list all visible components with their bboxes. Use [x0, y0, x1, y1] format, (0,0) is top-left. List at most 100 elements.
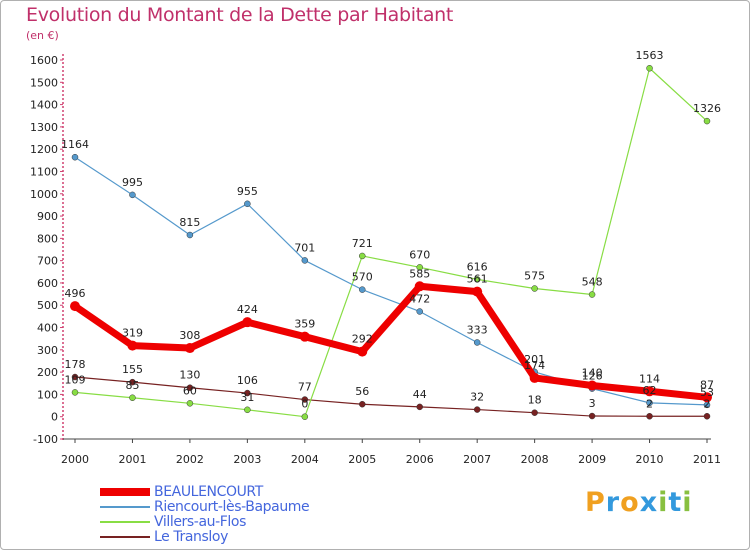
data-point: [129, 394, 136, 402]
series-line: [71, 282, 711, 401]
y-tick-label: 1200: [30, 143, 58, 156]
x-tick-label: 2003: [233, 453, 261, 466]
data-label: 114: [639, 372, 660, 385]
data-point: [242, 317, 253, 328]
legend-swatch-riencourt: [100, 506, 150, 508]
y-tick-label: 200: [37, 366, 58, 379]
data-point: [531, 285, 538, 292]
data-label: 106: [237, 374, 258, 387]
data-label: 570: [352, 271, 373, 284]
proxiti-logo: Proxiti: [585, 487, 693, 518]
data-point: [416, 264, 423, 271]
data-label: 109: [65, 373, 86, 386]
x-tick-label: 2007: [463, 453, 491, 466]
data-label: 85: [125, 379, 139, 392]
data-label: 2: [646, 397, 653, 410]
legend-label: Riencourt-lès-Bapaume: [154, 499, 310, 515]
logo-letter: P: [585, 487, 606, 518]
data-label: 815: [179, 216, 200, 229]
data-point: [301, 396, 309, 403]
legend-swatch-transloy: [100, 536, 150, 538]
data-point: [531, 409, 538, 416]
data-point: [186, 384, 194, 391]
legend-swatch-villers: [100, 521, 150, 523]
data-point: [702, 392, 712, 403]
data-label: 140: [582, 366, 603, 379]
data-point: [646, 64, 653, 72]
legend-label: Le Transloy: [154, 529, 228, 545]
data-label: 548: [582, 276, 603, 289]
data-point: [301, 257, 309, 264]
data-label: 496: [65, 287, 86, 300]
data-point: [129, 378, 136, 386]
data-point: [244, 406, 251, 414]
data-label: 31: [240, 391, 254, 404]
data-point: [359, 400, 366, 408]
y-tick-label: 0: [51, 411, 58, 424]
x-tick-label: 2005: [348, 453, 376, 466]
data-label: 670: [409, 248, 430, 261]
x-tick-label: 2002: [176, 453, 204, 466]
data-point: [71, 389, 79, 396]
data-label: 575: [524, 270, 545, 283]
data-label: 585: [409, 267, 430, 280]
data-point: [414, 281, 425, 292]
data-label: 44: [413, 388, 427, 401]
data-label: 0: [301, 398, 308, 411]
data-label: 701: [294, 241, 315, 254]
data-label: 201: [524, 353, 545, 366]
logo-letter: r: [605, 487, 621, 518]
logo-letter: i: [658, 487, 669, 518]
data-label: 308: [179, 329, 200, 342]
logo-letter: o: [620, 487, 640, 518]
data-label: 955: [237, 185, 258, 198]
logo-letter: i: [682, 487, 693, 518]
data-label: 424: [237, 303, 258, 316]
data-label: 18: [528, 394, 542, 407]
data-label: 60: [183, 384, 197, 397]
chart-title: Evolution du Montant de la Dette par Hab…: [26, 4, 454, 26]
data-point: [416, 308, 423, 315]
x-tick-label: 2010: [636, 453, 664, 466]
logo-letter: x: [639, 487, 659, 518]
legend-label: BEAULENCOURT: [154, 484, 263, 500]
y-tick-label: 1300: [30, 121, 58, 134]
y-tick-label: 600: [37, 277, 58, 290]
legend-swatch-beaulencourt: [100, 488, 150, 496]
data-label: 561: [467, 273, 488, 286]
data-label: 616: [467, 260, 488, 273]
data-point: [244, 200, 251, 208]
data-label: 721: [352, 237, 373, 250]
data-point: [127, 340, 138, 351]
y-tick-label: 1000: [30, 188, 58, 201]
data-point: [529, 372, 540, 383]
data-label: 178: [65, 358, 86, 371]
series-line: [74, 67, 708, 418]
data-label: 359: [294, 318, 315, 331]
data-point: [186, 400, 194, 407]
data-point: [359, 252, 366, 260]
data-label: 87: [700, 378, 714, 391]
y-tick-label: 700: [37, 255, 58, 268]
data-label: 333: [467, 323, 488, 336]
x-tick-label: 2011: [693, 453, 721, 466]
y-tick-label: 800: [37, 232, 58, 245]
data-point: [646, 399, 653, 407]
x-tick-label: 2009: [578, 453, 606, 466]
y-tick-label: -100: [33, 433, 58, 446]
data-point: [70, 301, 80, 312]
data-point: [129, 191, 136, 199]
y-tick-label: 500: [37, 299, 58, 312]
series-line: [74, 156, 708, 406]
data-point: [473, 276, 481, 283]
data-label: 56: [355, 385, 369, 398]
data-label: 53: [700, 386, 714, 399]
data-label: 319: [122, 327, 143, 340]
y-tick-label: 900: [37, 210, 58, 223]
data-point: [473, 406, 481, 413]
data-label: 1164: [61, 138, 89, 151]
data-point: [646, 413, 653, 420]
data-point: [71, 373, 79, 381]
